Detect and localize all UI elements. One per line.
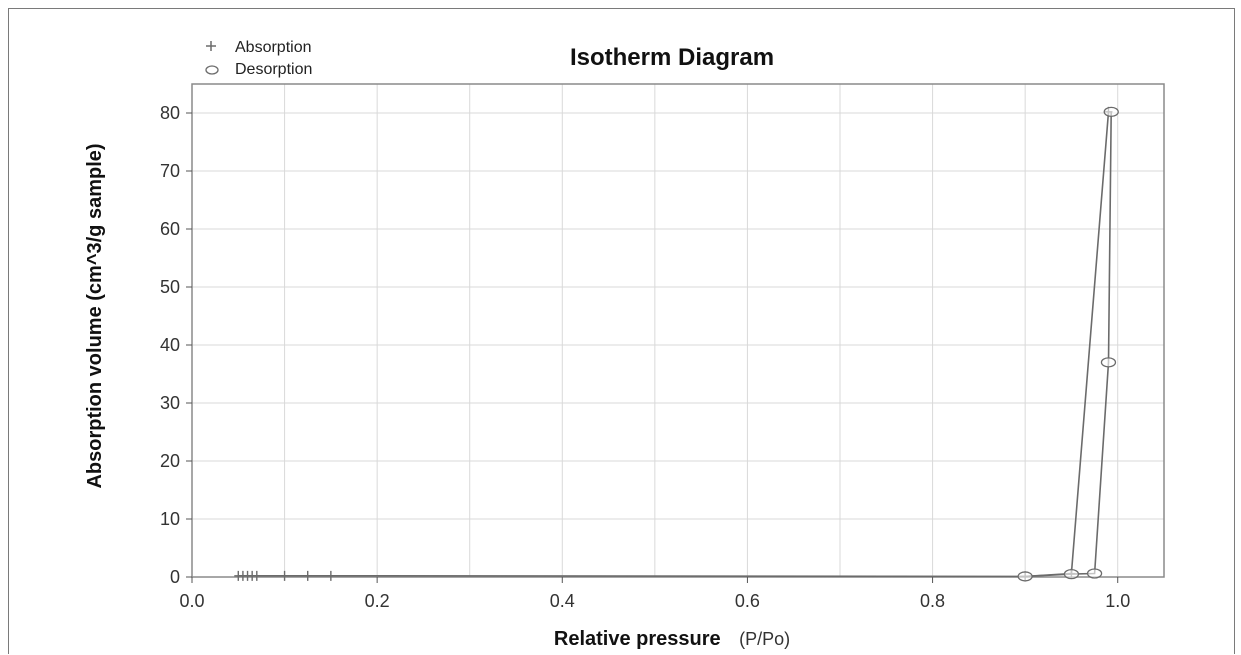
data-point-desorption: [1100, 357, 1117, 368]
y-tick-label: 60: [160, 219, 180, 239]
x-axis-label: Relative pressure: [554, 628, 721, 650]
data-point-absorption: [303, 570, 312, 581]
x-tick-label: 0.2: [365, 591, 390, 611]
y-tick-label: 40: [160, 335, 180, 355]
data-point-desorption: [1017, 571, 1033, 582]
legend-label-absorption: Absorption: [235, 39, 312, 56]
x-tick-label: 0.6: [735, 591, 760, 611]
plot-area: [191, 83, 1165, 578]
data-point-desorption: [1103, 106, 1119, 117]
x-tick-label: 1.0: [1105, 591, 1130, 611]
grid: [192, 84, 1164, 577]
circle-marker-icon: [205, 65, 219, 75]
isotherm-chart: 0 10 20 30 40 50 60 70 80 0.0 0.2 0.4 0.6 0.8 1.0 Iso…: [84, 39, 1165, 650]
y-axis-ticks: 0 10 20 30 40 50 60 70 80: [160, 103, 192, 587]
y-tick-label: 80: [160, 103, 180, 123]
x-axis-unit: (P/Po): [739, 629, 790, 649]
legend-item-absorption: Absorption: [206, 39, 312, 56]
y-tick-label: 70: [160, 161, 180, 181]
y-axis-title: Absorption volume (cm^3/g sample): [84, 143, 106, 488]
x-tick-label: 0.0: [179, 591, 204, 611]
series-line-absorption: [238, 111, 1110, 578]
series-line-desorption: [1025, 111, 1112, 578]
legend-label-desorption: Desorption: [235, 61, 312, 78]
data-point-absorption: [252, 570, 261, 581]
legend-item-desorption: Desorption: [205, 61, 312, 78]
x-axis-ticks: 0.0 0.2 0.4 0.6 0.8 1.0: [179, 577, 1130, 611]
y-tick-label: 20: [160, 451, 180, 471]
x-axis-title: Relative pressure (P/Po): [554, 628, 790, 650]
x-tick-label: 0.4: [550, 591, 575, 611]
data-point-absorption: [280, 570, 289, 581]
y-tick-label: 0: [170, 567, 180, 587]
chart-title: Isotherm Diagram: [570, 44, 774, 71]
series-group: [234, 106, 1119, 582]
x-tick-label: 0.8: [920, 591, 945, 611]
series-desorption: [1017, 106, 1119, 582]
data-point-desorption: [1063, 568, 1080, 580]
y-tick-label: 10: [160, 509, 180, 529]
series-absorption: [234, 106, 1113, 582]
chart-frame: 0 10 20 30 40 50 60 70 80 0.0 0.2 0.4 0.6 0.8 1.0 Iso…: [8, 8, 1235, 654]
data-point-absorption: [326, 570, 335, 581]
legend: Absorption Desorption: [205, 39, 312, 78]
y-tick-label: 30: [160, 393, 180, 413]
plus-marker-icon: [206, 41, 216, 51]
data-point-desorption: [1086, 568, 1103, 579]
y-tick-label: 50: [160, 277, 180, 297]
